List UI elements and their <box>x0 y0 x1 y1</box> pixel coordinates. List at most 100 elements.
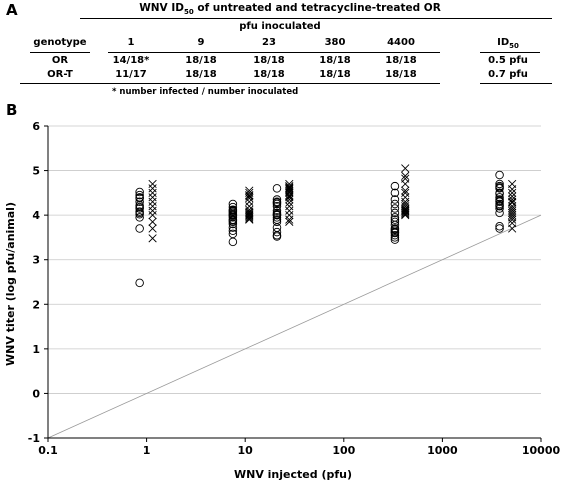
data-point-circle <box>495 179 504 189</box>
data-point-circle <box>495 222 504 231</box>
title-rule <box>80 18 552 19</box>
table-cell: 18/18 <box>253 69 285 80</box>
data-point-x <box>508 213 517 222</box>
table-cell: 18/18 <box>185 69 217 80</box>
data-point-circle <box>495 196 504 206</box>
data-point-x <box>401 199 410 209</box>
data-point-circle <box>390 181 400 191</box>
data-point-x <box>148 234 157 243</box>
data-point-circle <box>272 217 282 227</box>
data-point-circle <box>390 195 400 204</box>
data-point-circle <box>135 278 144 288</box>
x-ticks: 0.1 1 10 100 1000 10000 <box>38 438 560 457</box>
data-point-x <box>401 186 410 195</box>
data-point-x <box>245 197 254 206</box>
y-tick-label: 1 <box>32 343 40 356</box>
table-cell: 18/18 <box>185 55 217 66</box>
data-point-x <box>285 192 294 201</box>
data-point-x <box>401 210 410 219</box>
x-axis-label: WNV injected (pfu) <box>234 468 352 481</box>
data-point-x <box>148 184 157 193</box>
table-cell: 14/18* <box>112 55 150 66</box>
group-header: pfu inoculated <box>239 21 321 32</box>
y-axis-label: WNV titer (log pfu/animal) <box>4 202 17 366</box>
data-point-circle <box>390 230 400 240</box>
data-point-x <box>245 210 254 219</box>
data-point-x <box>245 213 254 222</box>
data-point-circle <box>390 228 400 238</box>
x-tick-label: 10 <box>238 444 254 457</box>
data-point-x <box>401 188 410 197</box>
data-point-x <box>148 197 157 206</box>
data-point-x <box>245 207 254 216</box>
data-point-x <box>285 198 294 207</box>
data-point-circle <box>135 224 144 233</box>
data-point-x <box>401 193 410 202</box>
data-point-x <box>148 202 157 211</box>
data-point-x <box>401 164 410 173</box>
data-point-circle <box>272 227 282 237</box>
y-tick-label: -1 <box>28 432 40 445</box>
row-genotype: OR-T <box>47 69 73 80</box>
y-tick-label: 4 <box>32 209 40 222</box>
x-tick-label: 1 <box>143 444 151 457</box>
reference-line <box>47 214 542 439</box>
data-point-circle <box>228 237 238 247</box>
bottom-rule <box>480 83 552 84</box>
id50-value: 0.5 pfu <box>488 55 528 66</box>
y-tick-label: 3 <box>32 254 40 267</box>
data-point-x <box>285 217 294 226</box>
id50-table: WNV ID50 of untreated and tetracycline-t… <box>20 2 560 102</box>
data-point-circle <box>495 189 504 198</box>
table-footnote: * number infected / number inoculated <box>112 87 299 97</box>
data-point-x <box>401 179 410 189</box>
data-point-circle <box>495 170 504 180</box>
table-cell: 18/18 <box>319 55 351 66</box>
data-point-circle <box>390 204 400 213</box>
col-header-dose: 4400 <box>387 37 415 48</box>
data-point-x <box>508 224 517 233</box>
y-tick-label: 5 <box>32 165 40 178</box>
data-point-circle <box>272 210 282 220</box>
col-header-dose: 1 <box>127 37 135 48</box>
data-point-x <box>285 215 294 224</box>
data-point-x <box>285 202 294 211</box>
x-tick-label: 0.1 <box>38 444 58 457</box>
data-point-circle <box>135 208 144 218</box>
axes <box>47 126 541 439</box>
x-tick-label: 100 <box>332 444 355 457</box>
col-header-dose: 23 <box>262 37 276 48</box>
table-cell: 18/18 <box>253 55 285 66</box>
data-point-x <box>148 188 157 197</box>
data-point-x <box>148 193 157 202</box>
data-point-circle <box>228 211 238 221</box>
data-point-circle <box>272 223 282 232</box>
data-point-circle <box>272 184 282 193</box>
header-rule <box>108 52 440 53</box>
data-points <box>135 164 517 288</box>
data-point-circle <box>272 213 282 222</box>
table-title: WNV ID50 of untreated and tetracycline-t… <box>139 2 441 17</box>
data-point-x <box>148 206 157 215</box>
data-point-circle <box>135 193 144 202</box>
col-header-id50: ID50 <box>497 37 519 50</box>
data-point-x <box>148 211 157 220</box>
data-point-circle <box>272 195 282 204</box>
header-rule <box>480 52 540 53</box>
y-tick-label: 0 <box>32 387 40 400</box>
data-point-x <box>401 207 410 216</box>
data-point-circle <box>228 226 238 235</box>
data-point-circle <box>272 230 282 240</box>
table-cell: 11/17 <box>115 69 147 80</box>
data-point-x <box>508 198 517 207</box>
bottom-rule <box>20 83 440 84</box>
col-header-dose: 9 <box>197 37 205 48</box>
data-point-x <box>148 224 157 233</box>
data-point-circle <box>272 215 282 224</box>
data-point-x <box>508 195 517 204</box>
data-point-circle <box>390 208 400 218</box>
data-point-circle <box>272 206 282 215</box>
data-point-x <box>285 206 294 215</box>
data-point-x <box>508 215 517 224</box>
data-point-circle <box>228 206 238 215</box>
